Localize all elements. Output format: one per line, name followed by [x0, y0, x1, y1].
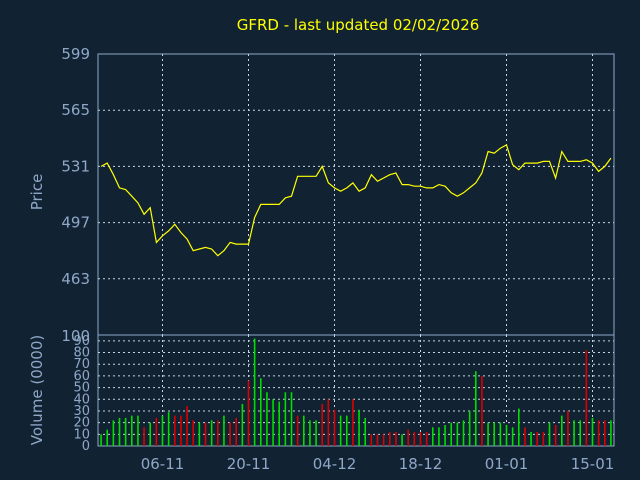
volume-top-label: 100 [61, 327, 90, 345]
volume-tick-label: 20 [73, 416, 90, 431]
price-series [100, 144, 612, 257]
price-y-ticks: 599 565 531 497 463 [61, 45, 90, 288]
volume-axis-title: Volume (0000) [28, 335, 46, 445]
price-tick-label: 531 [61, 157, 90, 175]
volume-bars [100, 338, 612, 446]
price-plot-frame [97, 53, 615, 336]
volume-tick-label: 30 [73, 404, 90, 419]
volume-tick-label: 0 [82, 439, 90, 454]
price-tick-label: 463 [61, 270, 90, 288]
chart-title: GFRD - last updated 02/02/2026 [237, 16, 480, 34]
x-tick-label: 18-12 [399, 455, 443, 473]
volume-tick-label: 50 [73, 381, 90, 396]
price-tick-label: 599 [61, 45, 90, 63]
price-tick-label: 565 [61, 101, 90, 119]
price-tick-label: 497 [61, 214, 90, 232]
volume-plot-frame [97, 334, 615, 447]
x-tick-label: 20-11 [227, 455, 271, 473]
chart-frames [97, 53, 615, 447]
volume-grid [98, 335, 614, 446]
price-axis-title: Price [28, 174, 46, 211]
volume-tick-label: 70 [73, 357, 90, 372]
price-line [100, 144, 612, 257]
price-grid [98, 54, 614, 335]
volume-tick-label: 10 [73, 427, 90, 442]
volume-tick-label: 60 [73, 369, 90, 384]
x-tick-label: 15-01 [571, 455, 615, 473]
x-tick-label: 01-01 [485, 455, 529, 473]
volume-tick-label: 80 [73, 346, 90, 361]
volume-tick-label: 40 [73, 392, 90, 407]
x-tick-label: 04-12 [313, 455, 357, 473]
volume-tick-label: 90 [73, 334, 90, 349]
x-tick-label: 06-11 [141, 455, 185, 473]
